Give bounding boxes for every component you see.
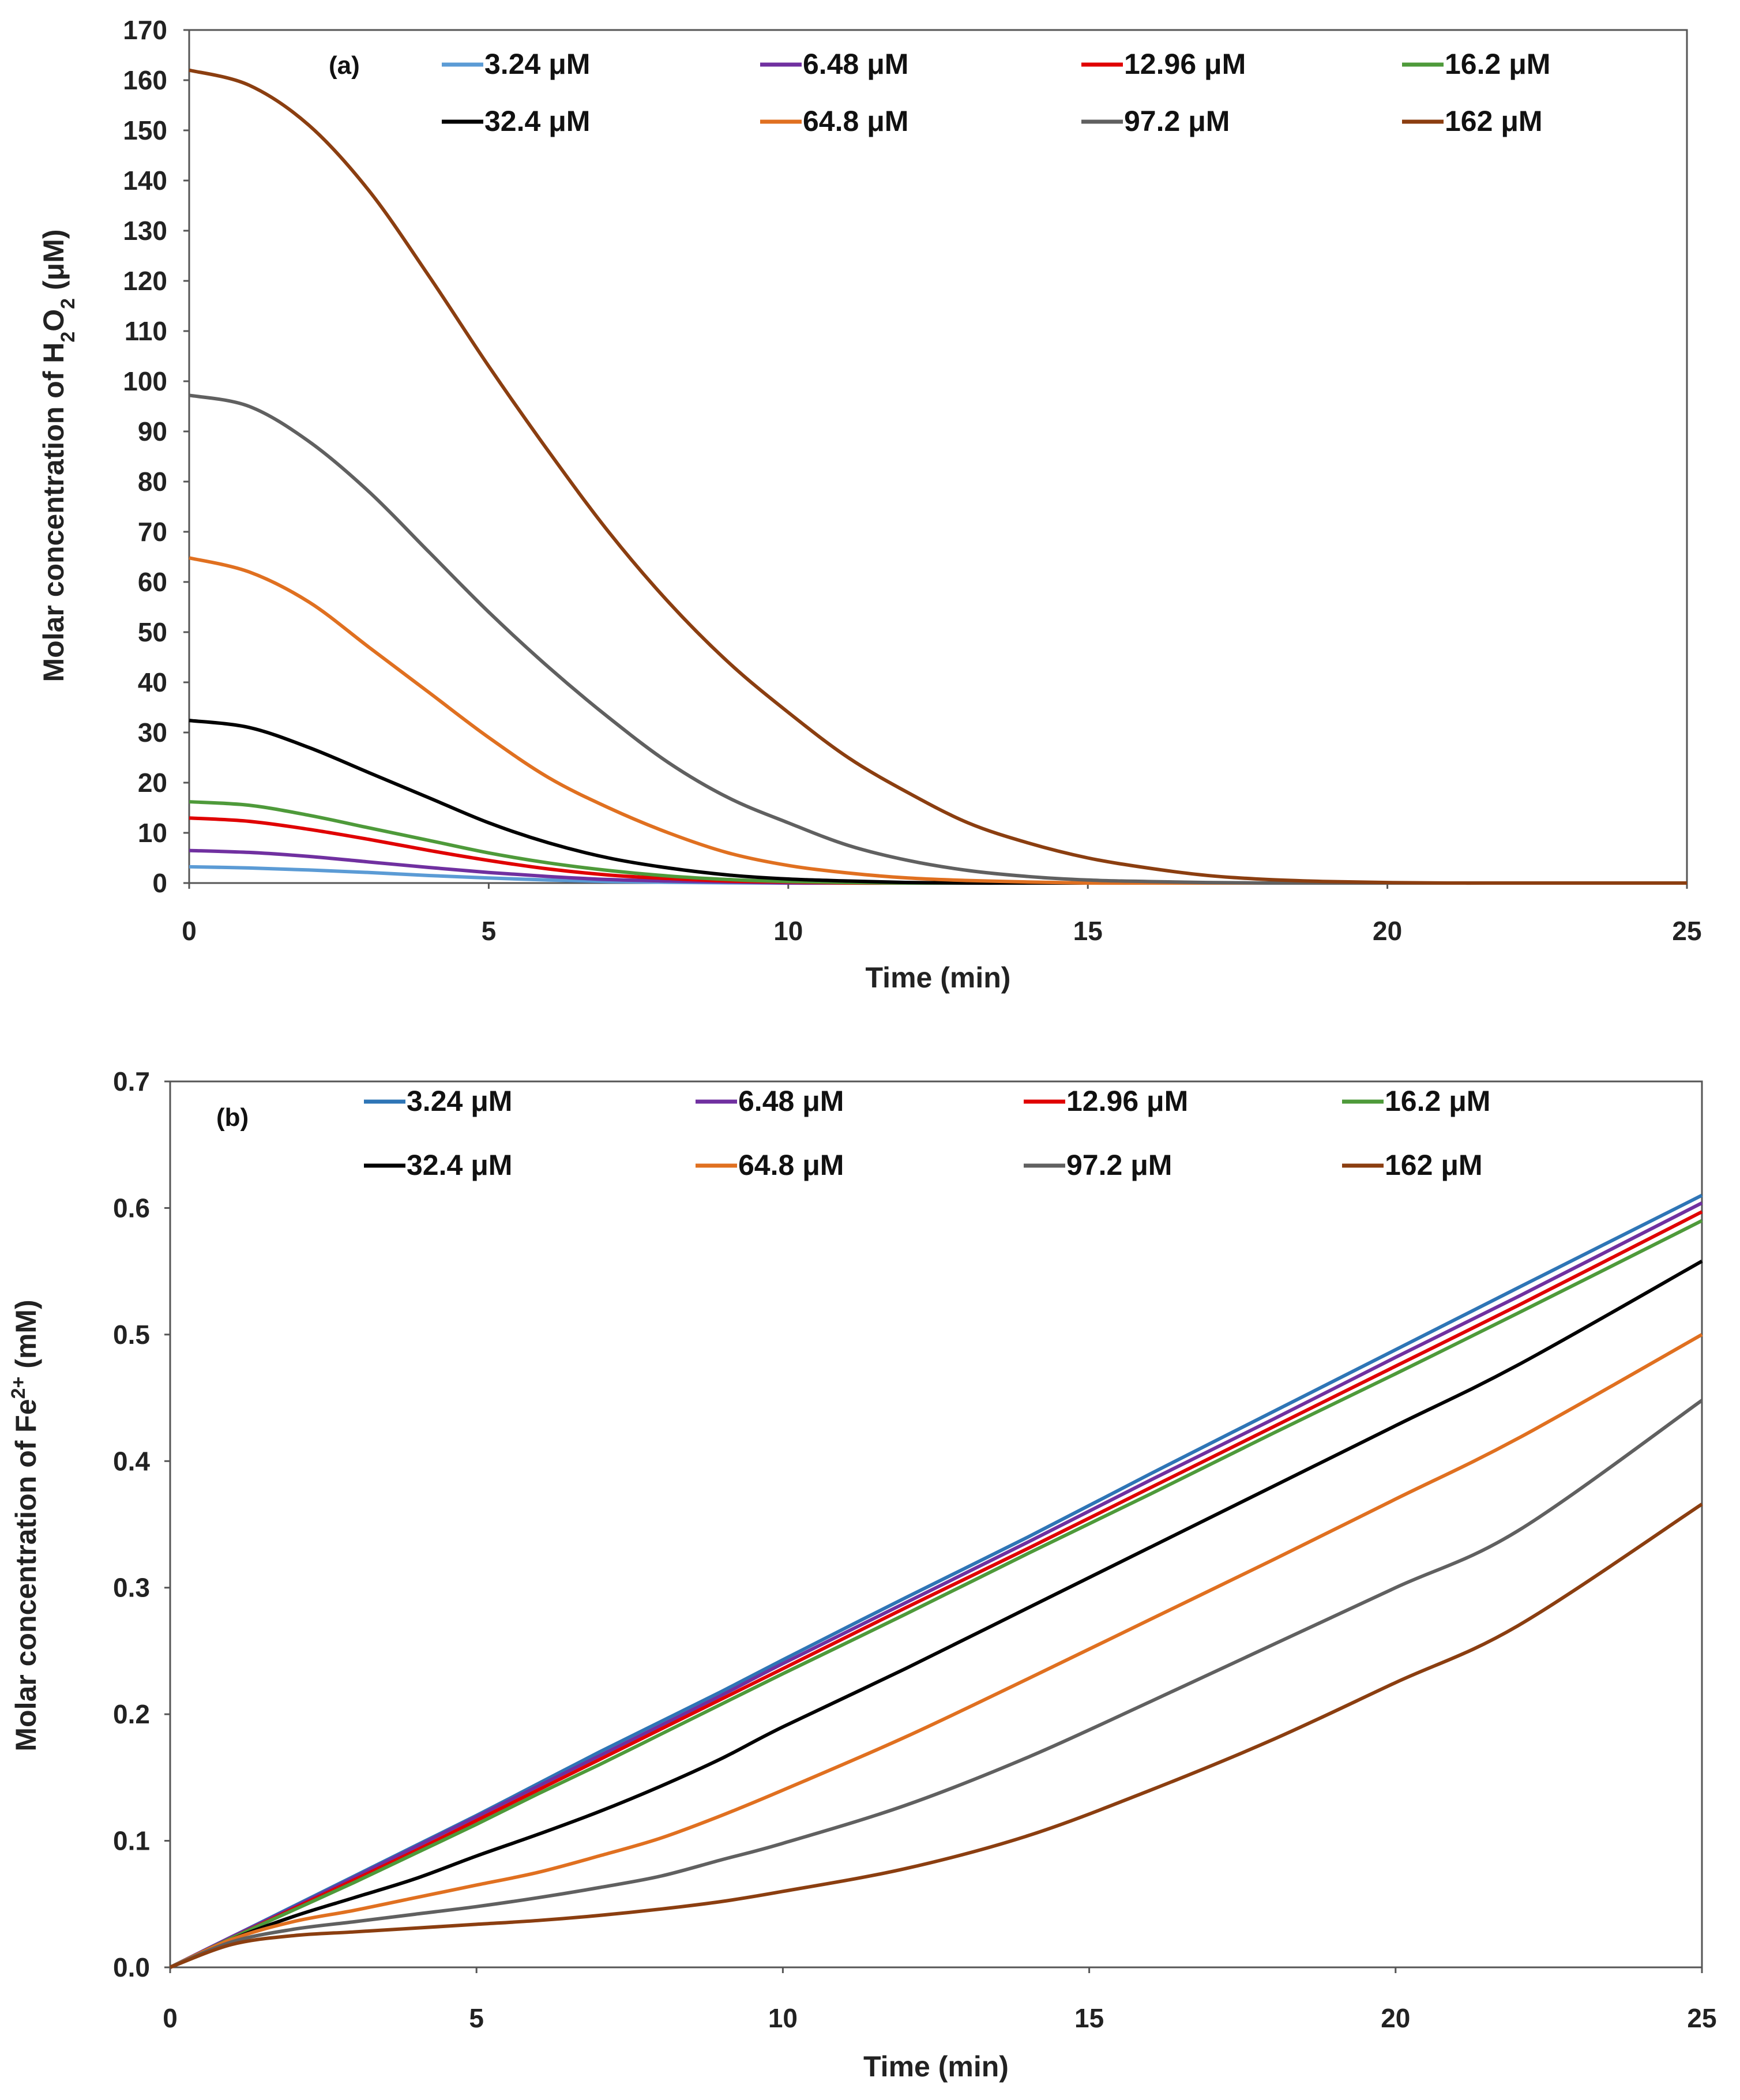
y-axis-title-part: O: [37, 309, 70, 332]
y-axis-title-part: 2: [57, 298, 79, 309]
y-tick-label: 90: [138, 416, 167, 446]
y-tick-label: 100: [123, 366, 167, 396]
y-axis-title-part: (μM): [37, 229, 70, 298]
y-tick-label: 20: [138, 768, 167, 798]
legend-label: 97.2 μM: [1066, 1149, 1172, 1181]
legend-label: 16.2 μM: [1445, 48, 1550, 80]
legend-label: 6.48 μM: [803, 48, 908, 80]
y-tick-label: 120: [123, 266, 167, 296]
x-tick-label: 10: [773, 916, 803, 946]
chart-panel-b: 0.0 0.1 0.2 0.3 0.4 0.5 0.6 0.7 0 5 10 15 20 25 Time (…: [7, 1066, 1717, 2083]
legend-label: 3.24 μM: [484, 48, 590, 80]
x-tick-label: 10: [768, 2003, 798, 2033]
series-line-6-48: [169, 1201, 1703, 1969]
x-tick-label: 15: [1073, 916, 1103, 946]
series-line-16-2: [169, 1219, 1703, 1969]
y-tick-label: 160: [123, 65, 167, 95]
x-tick-label: 20: [1373, 916, 1402, 946]
y-tick-label: 0: [152, 868, 167, 898]
series-line-32-4: [189, 719, 1687, 885]
series-line-64-8: [169, 1333, 1703, 1969]
y-axis-title-part: 2+: [7, 1377, 29, 1399]
panel-label: (a): [329, 51, 360, 80]
series-line-32-4: [169, 1259, 1703, 1969]
legend-label: 64.8 μM: [738, 1149, 844, 1181]
plot-area-border: [188, 29, 1688, 884]
y-tick-label: 0.0: [113, 1952, 150, 1982]
y-axis-title: Molar concentration of H2O2 (μM): [37, 229, 79, 682]
x-axis-title: Time (min): [866, 961, 1011, 994]
legend-label: 162 μM: [1445, 105, 1543, 137]
y-tick-label: 70: [138, 517, 167, 547]
series-line-3-24: [169, 1193, 1703, 1969]
legend-label: 12.96 μM: [1124, 48, 1246, 80]
y-axis-title-part: Molar concentration of Fe: [10, 1399, 42, 1751]
series-line-16-2: [189, 800, 1687, 885]
series-line-97-2: [169, 1399, 1703, 1969]
x-tick-label: 20: [1381, 2003, 1410, 2033]
y-axis-title-part: Molar concentration of H: [37, 343, 70, 682]
y-tick-label: 0.6: [113, 1193, 150, 1223]
y-tick-label: 170: [123, 15, 167, 45]
y-axis-title-part: 2: [57, 332, 79, 343]
legend-label: 6.48 μM: [738, 1085, 844, 1117]
y-tick-label: 140: [123, 166, 167, 196]
series-line-64-8: [189, 556, 1687, 885]
y-tick-label: 150: [123, 115, 167, 145]
y-tick-label: 110: [125, 316, 167, 346]
y-tick-label: 0.2: [113, 1699, 150, 1729]
x-tick-label: 0: [163, 2003, 178, 2033]
x-tick-label: 25: [1687, 2003, 1716, 2033]
y-axis-title-part: (mM): [10, 1299, 42, 1376]
y-tick-label: 130: [123, 216, 167, 246]
legend-label: 64.8 μM: [803, 105, 908, 137]
panel-label: (b): [216, 1103, 249, 1132]
y-tick-label: 0.7: [113, 1066, 150, 1096]
series-line-162: [169, 1502, 1703, 1969]
y-tick-label: 0.3: [113, 1573, 150, 1603]
legend-label: 32.4 μM: [484, 105, 590, 137]
chart-panel-a: 0102030405060708090100110120130140150160…: [37, 15, 1702, 994]
series-line-12-96: [169, 1210, 1703, 1969]
legend-label: 3.24 μM: [407, 1085, 512, 1117]
plot-area-border: [169, 1080, 1703, 1968]
series-line-162: [189, 68, 1687, 885]
legend-label: 162 μM: [1385, 1149, 1483, 1181]
y-tick-label: 0.4: [113, 1446, 150, 1476]
x-tick-label: 0: [182, 916, 197, 946]
x-tick-label: 25: [1672, 916, 1701, 946]
x-tick-label: 5: [469, 2003, 484, 2033]
y-tick-label: 60: [138, 567, 167, 597]
y-tick-label: 40: [138, 667, 167, 697]
y-tick-label: 0.5: [113, 1320, 150, 1350]
legend-label: 16.2 μM: [1385, 1085, 1490, 1117]
y-tick-label: 30: [138, 717, 167, 747]
y-tick-label: 0.1: [113, 1826, 150, 1856]
legend-label: 12.96 μM: [1066, 1085, 1188, 1117]
x-tick-label: 15: [1074, 2003, 1104, 2033]
x-axis-title: Time (min): [863, 2050, 1009, 2083]
y-tick-label: 50: [138, 617, 167, 647]
x-tick-label: 5: [482, 916, 497, 946]
y-tick-label: 10: [138, 818, 167, 848]
legend-label: 97.2 μM: [1124, 105, 1230, 137]
y-tick-label: 80: [138, 467, 167, 497]
legend-label: 32.4 μM: [407, 1149, 512, 1181]
y-axis-title: Molar concentration of Fe2+ (mM): [7, 1299, 42, 1751]
